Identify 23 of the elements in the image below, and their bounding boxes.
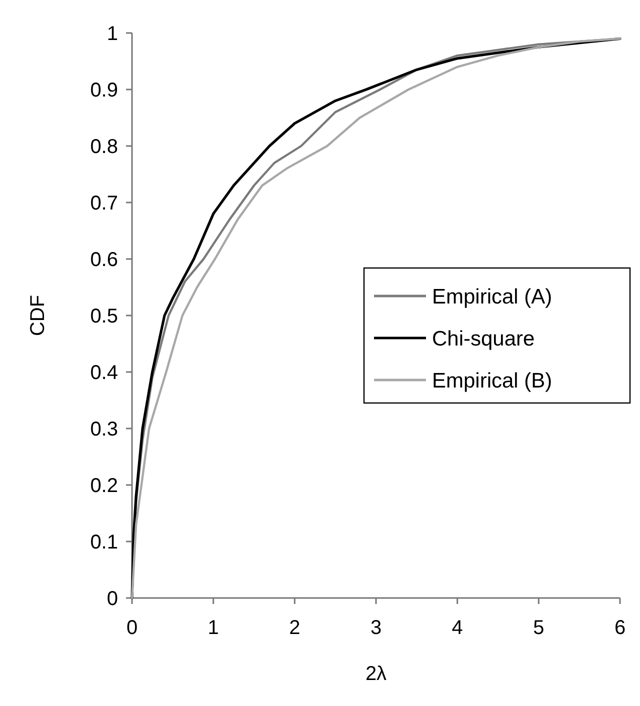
x-tick-label: 5 (533, 617, 544, 639)
y-tick-label: 0.8 (90, 136, 118, 158)
y-tick-label: 1 (106, 23, 118, 45)
y-tick-label: 0.5 (90, 306, 118, 328)
y-tick-label: 0.4 (90, 362, 118, 384)
x-axis-title: 2λ (365, 663, 387, 685)
y-tick-label: 0 (106, 588, 118, 610)
legend-label: Chi-square (432, 327, 535, 350)
legend-label: Empirical (B) (432, 369, 552, 392)
y-tick-label: 0.2 (90, 475, 118, 497)
y-tick-label: 0.6 (90, 249, 118, 271)
y-tick-label: 0.1 (90, 532, 118, 554)
x-tick-label: 1 (208, 617, 219, 639)
x-tick-label: 4 (452, 617, 463, 639)
x-tick-label: 6 (614, 617, 626, 639)
x-tick-label: 2 (289, 617, 300, 639)
y-axis-title: CDF (27, 294, 49, 336)
y-tick-label: 0.9 (90, 80, 118, 102)
legend-label: Empirical (A) (432, 285, 552, 308)
x-tick-label: 0 (126, 617, 138, 639)
x-tick-label: 3 (370, 617, 382, 639)
y-tick-label: 0.3 (90, 418, 118, 440)
y-tick-label: 0.7 (90, 192, 118, 214)
